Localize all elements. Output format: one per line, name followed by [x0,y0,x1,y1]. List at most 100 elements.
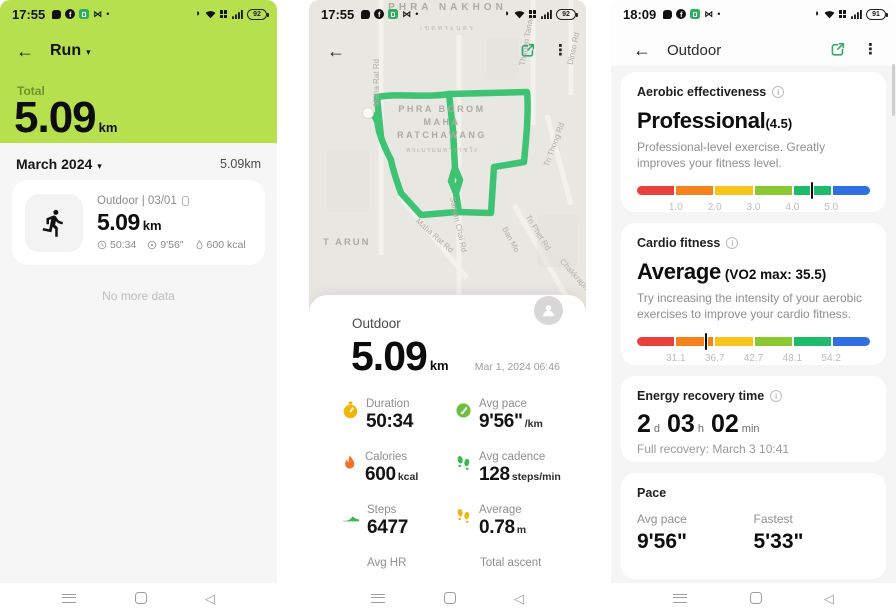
workout-calories: 600 kcal [195,239,246,251]
run-activity-icon [25,193,83,252]
card-title: Cardio fitness [637,236,721,250]
card-title: Aerobic effectiveness [637,85,767,99]
page-title: Outdoor [667,42,722,59]
stat-calories: Calories 600 kcal [342,451,455,504]
android-back-button[interactable]: ◁ [824,590,834,606]
screen-run-list: 17:55 f ⋈ • ◗ 92 ← Run ▾ Total 5.09 km M [0,0,277,613]
workout-meta: Outdoor | 03/01 [97,194,177,207]
workout-duration: 50:34 [97,239,136,251]
signal-bars-icon [232,9,243,19]
back-button[interactable]: ← [327,41,345,61]
empty-state-text: No more data [102,289,175,303]
alarm-icon: ◗ [195,8,201,20]
calories-icon [196,239,202,249]
signal-bars-icon [541,9,552,19]
android-back-button[interactable]: ◁ [514,590,524,606]
workout-pace: 9'56" [147,239,184,251]
alarm-icon: ◗ [504,8,510,20]
aerobic-effectiveness-card: Aerobic effectiveness i Professional (4.5)… [621,72,886,214]
chevron-down-icon: ▾ [97,161,102,171]
month-total-distance: 5.09km [220,157,261,171]
chat-notification-icon [52,9,62,19]
aerobic-scale-ticks: 1.0 2.0 3.0 4.0 5.0 [668,202,839,214]
stat-steps: Steps 6477 [342,504,455,557]
stat-duration: Duration 50:34 [342,398,455,451]
facebook-notification-icon: f [374,9,385,19]
home-button[interactable] [749,592,762,604]
android-back-button[interactable]: ◁ [205,590,215,606]
info-icon[interactable]: i [770,390,783,402]
wifi-icon [205,10,216,18]
person-icon [542,305,555,317]
fitness-app-notification-icon [79,9,90,19]
home-button[interactable] [134,592,147,604]
status-time: 17:55 [321,6,355,22]
workout-list-item[interactable]: Outdoor | 03/01 5.09 km 50:34 9'56" 600 k… [12,180,265,265]
cardio-description: Try increasing the intensity of your aer… [637,291,862,322]
map-label-district-thai: เขตพระนคร [419,25,476,32]
battery-indicator: 91 [866,8,888,20]
recents-button[interactable] [62,593,76,603]
cardio-rating-scale [637,332,871,352]
more-notifications-dot: • [106,8,110,19]
pace-card: Pace Avg pace 9'56" Fastest 5'33" [621,473,886,579]
share-button[interactable] [519,42,536,64]
network-type-icon [529,10,537,18]
back-button[interactable]: ← [633,40,651,60]
full-recovery-note: Full recovery: March 3 10:41 [637,442,790,456]
back-button[interactable]: ← [16,41,34,61]
more-options-button[interactable]: ⋮ [863,41,878,58]
header-background [611,0,896,66]
chevron-down-icon: ▾ [86,47,91,57]
more-options-button[interactable]: ⋮ [553,42,568,59]
avatar[interactable] [534,296,563,325]
chat-notification-icon [663,9,673,19]
facebook-notification-icon: f [676,9,687,19]
status-bar: 18:09 f ⋈ • ◗ 91 [611,0,896,28]
fitness-app-notification-icon [690,9,701,19]
mail-notification-icon: ⋈ [704,8,714,19]
pace-icon [148,240,157,249]
home-button[interactable] [443,592,456,604]
stat-avg-pace: Avg pace 9'56"/km [455,398,578,451]
sport-type-dropdown[interactable]: Run ▾ [50,42,91,59]
cardio-fitness-card: Cardio fitness i Average (VO2 max: 35.5) T… [621,223,886,365]
aerobic-value-marker [809,181,814,201]
info-icon[interactable]: i [726,237,739,249]
cardio-scale-ticks: 31.1 36.7 42.7 48.1 54.2 [666,353,841,365]
aerobic-rating: Professional [637,108,766,133]
recents-button[interactable] [371,593,385,603]
vo2-max: (VO2 max: 35.5) [724,267,827,282]
info-icon[interactable]: i [772,86,785,98]
status-bar: 17:55 f ⋈ • ◗ 92 [309,0,586,28]
screen-workout-stats: 18:09 f ⋈ • ◗ 91 ← Outdoor ⋮ [611,0,896,613]
month-dropdown[interactable]: March 2024 ▾ [16,156,102,172]
stat-avg-stride: Average 0.78 m [455,504,578,557]
status-time: 17:55 [12,6,46,22]
flame-icon [345,455,355,469]
network-type-icon [839,10,847,18]
avg-pace-stat: Avg pace 9'56" [637,512,687,553]
share-icon [831,42,845,56]
stopwatch-icon [343,401,358,419]
cardio-rating: Average [637,259,721,284]
workout-summary-sheet[interactable]: Outdoor 5.09 km Mar 1, 2024 06:46 Duratio… [309,295,586,613]
scrollbar[interactable] [892,64,895,116]
shoe-icon [343,516,360,522]
road-label: Maha Rat Rd [372,58,382,107]
recents-button[interactable] [673,593,687,603]
workout-distance: 5.09 km [351,333,449,379]
workout-datetime: Mar 1, 2024 06:46 [474,361,560,373]
aerobic-description: Professional-level exercise. Greatly imp… [637,140,826,171]
map-label-wat-arun: T ARUN [323,237,371,248]
status-bar: 17:55 f ⋈ • ◗ 92 [0,0,277,28]
status-time: 18:09 [623,6,657,22]
fastest-pace-stat: Fastest 5'33" [753,512,804,553]
android-nav-bar: ◁ [611,583,896,613]
watch-source-icon [181,195,189,206]
total-label: Total [17,84,45,98]
chat-notification-icon [361,9,371,19]
share-button[interactable] [829,41,846,63]
